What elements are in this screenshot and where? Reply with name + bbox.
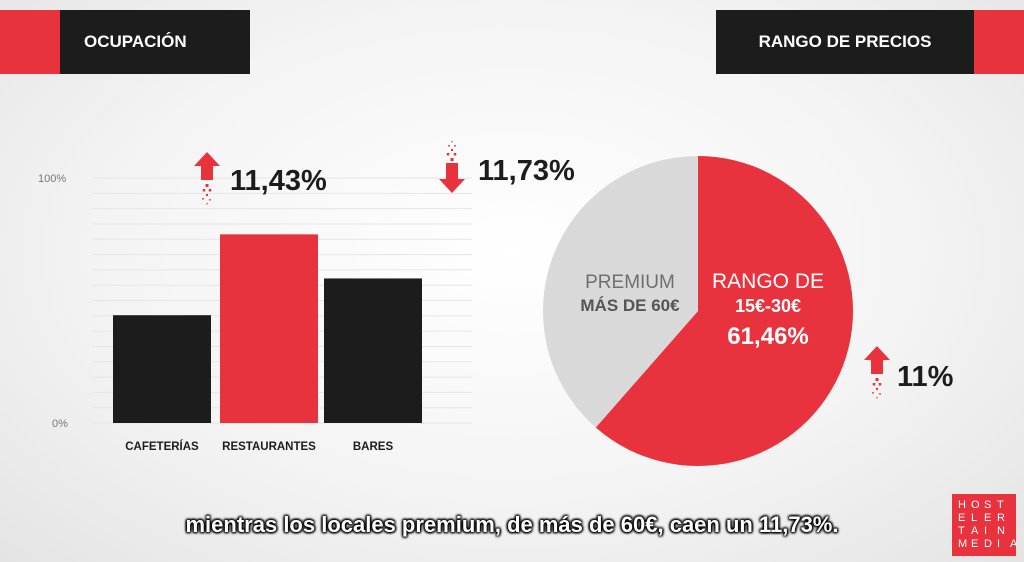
arrow-dot [453,153,457,156]
down-arrow-icon [439,141,465,193]
logo-letter: T [958,525,965,537]
arrow-dot [205,184,209,187]
logo-letter: A [971,525,979,537]
arrow-head [194,152,220,180]
header-right-accent [974,10,1024,74]
logo-letter: N [997,525,1005,537]
arrow-dot [451,141,453,143]
arrow-dot [202,189,206,192]
logo-letter: L [971,512,977,524]
category-label: BARES [353,441,394,453]
logo-mark: H O S TE L E RT A I NM E D I A [958,499,1016,550]
logo-letter: E [984,512,991,524]
arrow-dot [209,199,211,201]
y-tick-label: 100% [38,173,66,185]
logo-letter: O [971,499,980,511]
arrow-dot [872,383,876,386]
pie-value-label: 61,46% [727,323,808,350]
arrow-dot [879,393,881,395]
logo-letter: R [997,512,1005,524]
bar [324,278,422,423]
arrow-dot [878,383,882,386]
restaurants-change-label: 11,43% [230,165,327,197]
arrow-dot [454,145,456,147]
logo-letter: M [958,538,967,550]
arrow-dot [206,203,208,205]
logo-letter: A [1010,538,1016,550]
logo-letter: I [984,525,987,537]
pie-slice [543,156,698,428]
bar [220,234,318,423]
y-tick-label: 0% [52,418,68,430]
pie-slice [595,156,853,467]
arrow-dot [876,388,878,390]
arrow-dot [202,198,204,200]
arrow-dot [875,378,879,381]
arrow-dot [872,392,874,394]
bar [113,315,211,423]
arrow-dot [451,149,453,151]
price-range-header: RANGO DE PRECIOS [716,10,974,74]
up-arrow-icon [194,152,220,205]
arrow-dot [450,158,454,161]
logo-letter: I [997,538,1000,550]
pie-label-rango: RANGO DE [712,270,824,293]
header-left-accent [0,10,60,74]
occupancy-header: OCUPACIÓN [60,10,250,74]
arrow-dot [208,189,212,192]
logo-letter: E [958,512,965,524]
logo-letter: E [971,538,978,550]
arrow-dot [206,194,208,196]
category-label: RESTAURANTES [222,441,316,453]
arrow-dot [448,145,450,147]
logo-letter: S [984,499,991,511]
arrow-dot [446,153,450,156]
arrow-head [864,346,890,374]
video-subtitle: mientras los locales premium, de más de … [185,512,839,537]
pie-label-range-value: 15€-30€ [735,296,801,316]
up-arrow-icon [864,346,890,399]
bares-change-label: 11,73% [478,155,575,187]
logo-letter: D [984,538,992,550]
price-range-change-label: 11% [897,361,954,393]
arrow-dot [876,397,878,399]
pie-label-premium-price: MÁS DE 60€ [580,296,680,315]
logo-letter: H [958,499,966,511]
pie-label-premium: PREMIUM [585,272,675,293]
logo-letter: T [997,499,1004,511]
arrow-head [439,163,465,193]
category-label: CAFETERÍAS [125,440,199,453]
